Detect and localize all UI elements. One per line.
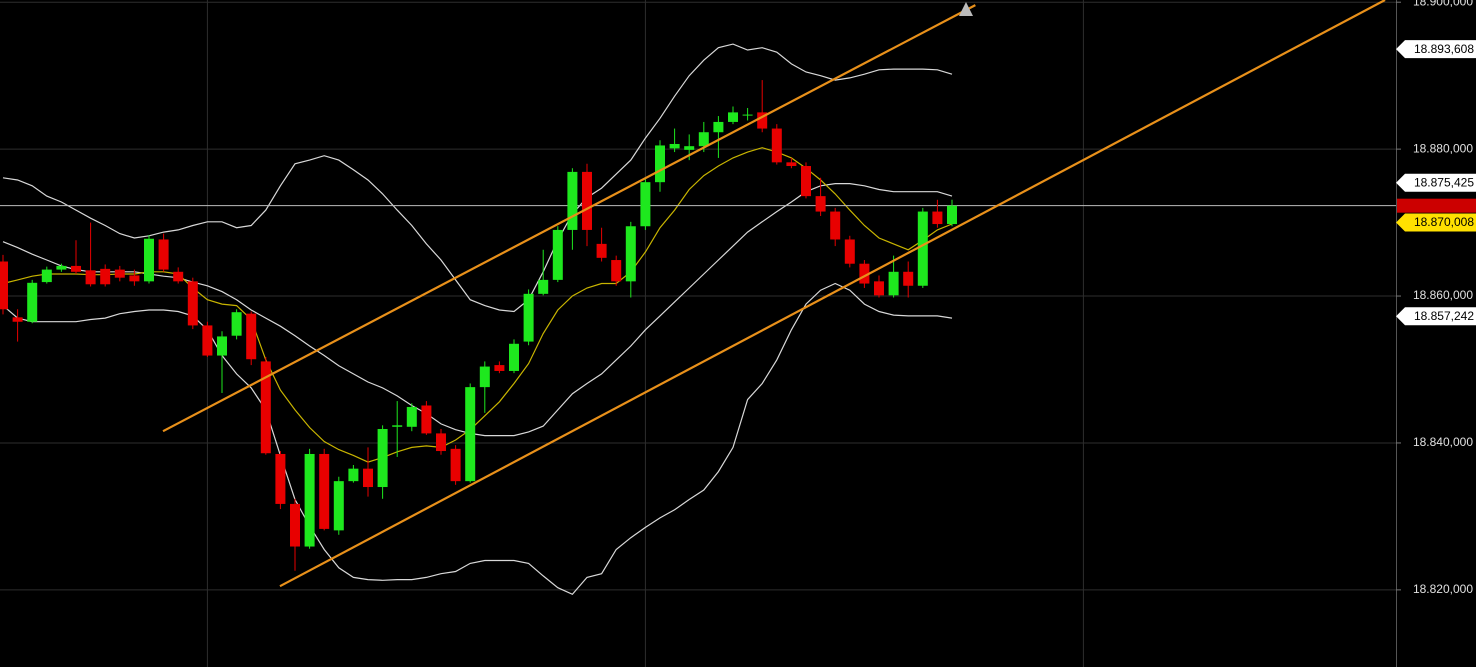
candle-body (728, 112, 738, 122)
candle-body (801, 166, 811, 197)
candle-body (655, 145, 665, 183)
candle-body (85, 270, 96, 285)
candle-body (698, 132, 709, 147)
candle-body (319, 453, 330, 529)
candle-body (406, 406, 417, 427)
candle-body (947, 205, 957, 225)
candle-body (173, 271, 184, 282)
price-marker-label: 18.893,608 (1414, 42, 1474, 56)
candle-body (523, 293, 534, 342)
candle-body (830, 211, 841, 240)
y-tick-label: 18.820,000 (1413, 582, 1473, 596)
candle-body (844, 239, 855, 264)
price-marker (1396, 213, 1476, 232)
candle-body (217, 336, 227, 356)
candle-body (144, 238, 154, 282)
price-marker-label: 18.857,242 (1414, 309, 1474, 323)
candle-body (27, 282, 38, 322)
indicator-line (2, 282, 953, 596)
candle-body (41, 269, 52, 283)
price-marker-label: 18.875,425 (1414, 175, 1474, 189)
drawing-handle[interactable] (959, 2, 973, 16)
candle-body (114, 269, 125, 278)
candle-body (436, 433, 446, 452)
candle-body (611, 260, 622, 282)
last-price-marker (1397, 198, 1476, 213)
price-axis-panel (1396, 0, 1476, 667)
candle-body (494, 365, 505, 371)
candle-body (596, 243, 607, 258)
candle-body (392, 425, 403, 427)
candle-body (859, 263, 870, 284)
candle-body (333, 481, 344, 531)
candle-body (290, 503, 300, 547)
candle-body (377, 428, 388, 488)
candle-body (509, 343, 519, 371)
price-marker (1396, 173, 1476, 192)
candle-body (786, 162, 797, 167)
candle-body (888, 271, 899, 296)
candle-body (187, 281, 198, 326)
candle-body (202, 325, 213, 356)
price-marker (1396, 307, 1476, 326)
candle-body (932, 211, 943, 225)
indicator-line (2, 183, 953, 437)
candle-body (552, 229, 563, 280)
candle-body (815, 196, 826, 212)
candle-body (129, 275, 140, 282)
candle-body (421, 405, 432, 434)
candle-body (0, 261, 8, 310)
candle-body (231, 312, 242, 336)
candle-body (71, 265, 81, 272)
candle-body (538, 279, 549, 294)
y-tick-label: 18.860,000 (1413, 288, 1473, 302)
candle-body (640, 182, 651, 227)
candle-body (582, 171, 592, 230)
candle-body (771, 128, 782, 163)
price-marker-label: 18.870,008 (1414, 215, 1474, 229)
candle-body (348, 468, 359, 482)
candle-body (684, 146, 695, 150)
price-marker (1396, 40, 1476, 59)
candle-body (465, 387, 476, 482)
price-axis: 18.820,000 18.840,000 18.860,000 18.880,000… (1396, 0, 1476, 596)
candle-body (903, 271, 914, 286)
candle-body (917, 211, 928, 286)
candle-body (158, 239, 169, 270)
candle-body (12, 317, 23, 322)
candle-body (260, 361, 271, 454)
candle-body (450, 448, 461, 482)
candle-body (567, 171, 578, 230)
candle-body (874, 281, 884, 296)
trendline (279, 0, 1386, 588)
candle-body (56, 265, 67, 270)
plot-area (0, 0, 1396, 596)
candle-body (479, 366, 490, 388)
trendline (162, 4, 976, 433)
candle-body (669, 143, 680, 149)
candle-body (363, 468, 373, 488)
candle-body (100, 268, 111, 285)
candle-body (625, 226, 636, 282)
y-tick-label: 18.900,000 (1413, 0, 1473, 8)
candle-body (713, 121, 724, 133)
candle-body (757, 112, 768, 129)
candle-body (275, 453, 286, 504)
y-tick-label: 18.840,000 (1413, 435, 1473, 449)
y-tick-label: 18.880,000 (1413, 141, 1473, 155)
candle-body (304, 453, 315, 547)
indicator-line (2, 147, 953, 463)
indicator-line (2, 43, 953, 313)
candle-body (246, 313, 257, 360)
candle-body (742, 114, 753, 116)
